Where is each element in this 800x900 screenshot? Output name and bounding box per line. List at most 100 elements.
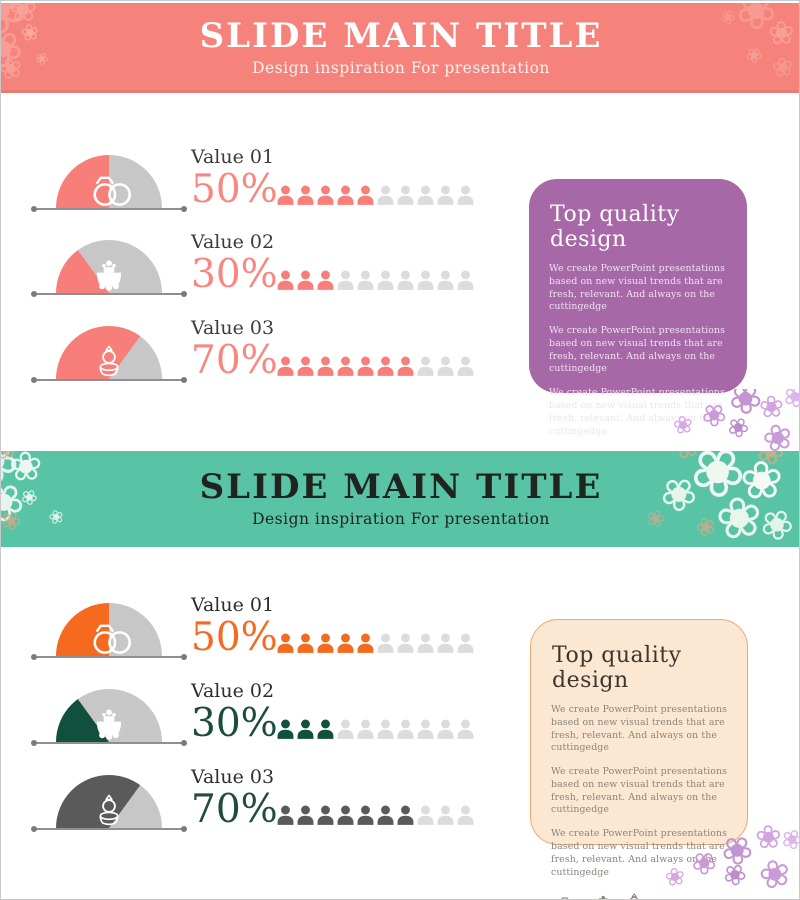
baseline-dot	[181, 826, 187, 832]
person-icon-filled	[377, 805, 394, 825]
person-icon-filled	[337, 185, 354, 205]
flower-icon: ❀	[7, 451, 44, 491]
person-icon-filled	[357, 356, 374, 376]
people-pictogram-row	[277, 185, 474, 205]
flower-icon: ❀	[1, 14, 36, 84]
gauge-row: Value 01 50%	[31, 574, 769, 662]
flower-icon: ❀	[649, 463, 709, 527]
wedding-table-icon	[91, 708, 128, 741]
person-icon-empty	[437, 719, 454, 739]
person-icon-empty	[457, 185, 474, 205]
flower-icon: ❀	[753, 848, 796, 899]
person-icon-empty	[377, 719, 394, 739]
person-icon-filled	[297, 633, 314, 653]
value-label: Value 03	[191, 317, 275, 340]
flower-icon: ❀	[1, 466, 38, 538]
gauge-chart	[31, 211, 187, 299]
person-icon-filled	[317, 356, 334, 376]
person-icon-filled	[317, 633, 334, 653]
baseline-dot	[31, 826, 37, 832]
gauge-chart	[31, 574, 187, 662]
card-paragraph: We create PowerPoint presentations based…	[549, 325, 725, 375]
gauge-chart	[31, 660, 187, 748]
person-icon-filled	[297, 356, 314, 376]
person-icon-filled	[297, 270, 314, 290]
value-label: Value 01	[191, 146, 275, 169]
person-icon-filled	[357, 805, 374, 825]
person-icon-filled	[357, 185, 374, 205]
card-title: Top quality design	[552, 643, 682, 693]
person-icon-empty	[417, 633, 434, 653]
flower-icon: ❀	[758, 389, 786, 426]
flower-icon: ❀	[722, 3, 790, 46]
wedding-rings-icon	[82, 174, 136, 207]
person-icon-filled	[277, 719, 294, 739]
person-icon-empty	[397, 185, 414, 205]
person-icon-filled	[377, 356, 394, 376]
person-icon-empty	[337, 719, 354, 739]
person-icon-empty	[457, 633, 474, 653]
person-icon-empty	[417, 270, 434, 290]
flower-decoration: ❀❀❀❀❀❀❀❀❀	[628, 451, 799, 547]
person-icon-empty	[457, 719, 474, 739]
flower-icon: ❀	[19, 19, 42, 48]
flower-icon: ❀	[1, 3, 43, 55]
wedding-rings-icon	[82, 622, 136, 655]
flower-icon: ❀	[767, 13, 796, 53]
flower-decoration: ❀ ❀ ❀ ❀ ❀	[702, 3, 799, 93]
value-percent: 70%	[191, 338, 278, 384]
person-icon-empty	[377, 270, 394, 290]
wedding-table-icon	[91, 259, 128, 292]
baseline-dot	[181, 291, 187, 297]
flower-icon: ❀	[31, 47, 53, 71]
person-icon-filled	[297, 719, 314, 739]
person-icon-filled	[317, 185, 334, 205]
people-pictogram-row	[277, 270, 474, 290]
slide1-header-band: ❀ ❀ ❀ ❀ ❀ ❀ ❀ ❀ ❀ ❀ ❀ SLIDE MAIN TITLE Design ins…	[1, 3, 799, 93]
people-pictogram-row	[277, 805, 474, 825]
person-icon-empty	[417, 185, 434, 205]
people-pictogram-row	[277, 719, 474, 739]
flower-icon: ❀	[670, 451, 703, 468]
person-icon-filled	[277, 270, 294, 290]
flower-icon: ❀	[749, 451, 791, 476]
baseline-dot	[181, 206, 187, 212]
baseline-dot	[31, 654, 37, 660]
ring-box-icon	[96, 345, 122, 378]
ring-box-icon	[625, 893, 643, 899]
value-label: Value 01	[191, 594, 275, 617]
baseline-dot	[181, 654, 187, 660]
text-card: Top quality design We create PowerPoint …	[529, 179, 747, 475]
flower-icon: ❀	[738, 451, 786, 513]
person-icon-empty	[377, 185, 394, 205]
gauge-row: Value 03 70%	[31, 746, 769, 834]
person-icon-empty	[437, 270, 454, 290]
person-icon-filled	[277, 633, 294, 653]
flower-icon: ❀	[16, 482, 43, 512]
gauge-chart	[31, 746, 187, 834]
baseline-dot	[31, 740, 37, 746]
person-icon-empty	[397, 633, 414, 653]
person-icon-filled	[337, 356, 354, 376]
flower-icon: ❀	[776, 825, 800, 858]
flower-icon: ❀	[1, 49, 27, 88]
slide2-header-band: ❀❀❀❀❀❀❀❀ ❀❀❀❀❀❀❀❀❀ SLIDE MAIN TITLE Desi…	[1, 451, 799, 547]
card-title: Top quality design	[550, 202, 680, 252]
person-icon-filled	[297, 185, 314, 205]
flower-icon: ❀	[691, 510, 721, 544]
people-pictogram-row	[277, 356, 474, 376]
value-label: Value 02	[191, 231, 275, 254]
value-percent: 30%	[191, 701, 278, 747]
person-icon-empty	[397, 719, 414, 739]
card-paragraph: We create PowerPoint presentations based…	[551, 828, 727, 878]
person-icon-filled	[337, 805, 354, 825]
person-icon-empty	[437, 633, 454, 653]
person-icon-empty	[357, 270, 374, 290]
gauge-baseline	[34, 656, 184, 658]
slide1-title: SLIDE MAIN TITLE	[199, 15, 603, 56]
gauge-row: Value 02 30%	[31, 211, 769, 299]
flower-icon: ❀	[711, 482, 768, 547]
value-percent: 50%	[191, 615, 278, 661]
card-paragraph: We create PowerPoint presentations based…	[549, 263, 725, 313]
